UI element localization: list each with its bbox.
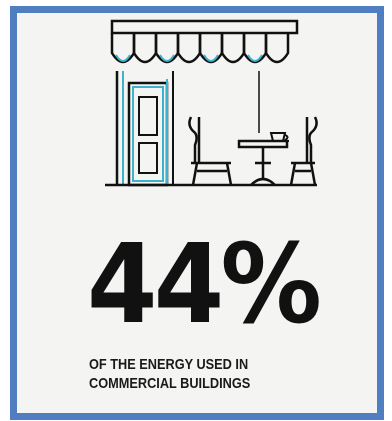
caption-line-1: OF THE ENERGY USED IN [89,356,249,373]
caption-line-2: COMMERCIAL BUILDINGS [89,375,251,392]
infographic-card: 44% OF THE ENERGY USED IN COMMERCIAL BUI… [10,6,384,420]
stat-percentage: 44% [87,220,322,348]
stat-caption: OF THE ENERGY USED IN COMMERCIAL BUILDIN… [89,355,250,393]
storefront-cafe-icon [105,19,318,187]
